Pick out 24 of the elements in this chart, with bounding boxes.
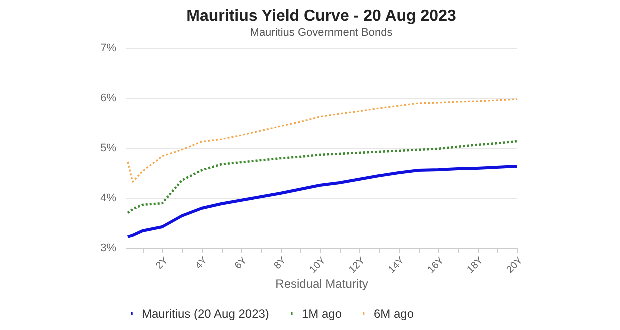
legend-label: Mauritius (20 Aug 2023) xyxy=(142,307,270,321)
legend-label: 6M ago xyxy=(374,307,414,321)
line-series xyxy=(126,165,518,238)
y-tick-label: 4% xyxy=(100,192,117,204)
chart-title: Mauritius Yield Curve - 20 Aug 2023 xyxy=(186,8,456,25)
x-tick-label: 10Y xyxy=(308,255,329,276)
y-tick-label: 6% xyxy=(100,92,117,104)
legend-label: 1M ago xyxy=(302,307,342,321)
chart-subtitle: Mauritius Government Bonds xyxy=(250,27,394,39)
x-axis-title: Residual Maturity xyxy=(276,277,368,292)
x-tick-label: 16Y xyxy=(426,255,447,276)
x-tick-label: 18Y xyxy=(466,255,486,276)
y-tick-label: 7% xyxy=(100,42,117,54)
x-tick-label: 14Y xyxy=(386,255,408,276)
x-tick-label: 2Y xyxy=(154,255,171,272)
x-tick-label: 12Y xyxy=(347,255,368,276)
line-series xyxy=(127,98,518,183)
x-tick-label: 20Y xyxy=(504,255,526,276)
line-series xyxy=(126,140,518,214)
y-tick-label: 5% xyxy=(100,142,117,154)
y-tick-label: 3% xyxy=(100,242,117,254)
x-tick-label: 4Y xyxy=(194,255,210,272)
x-tick-label: 8Y xyxy=(272,255,290,272)
x-tick-label: 6Y xyxy=(233,255,250,272)
